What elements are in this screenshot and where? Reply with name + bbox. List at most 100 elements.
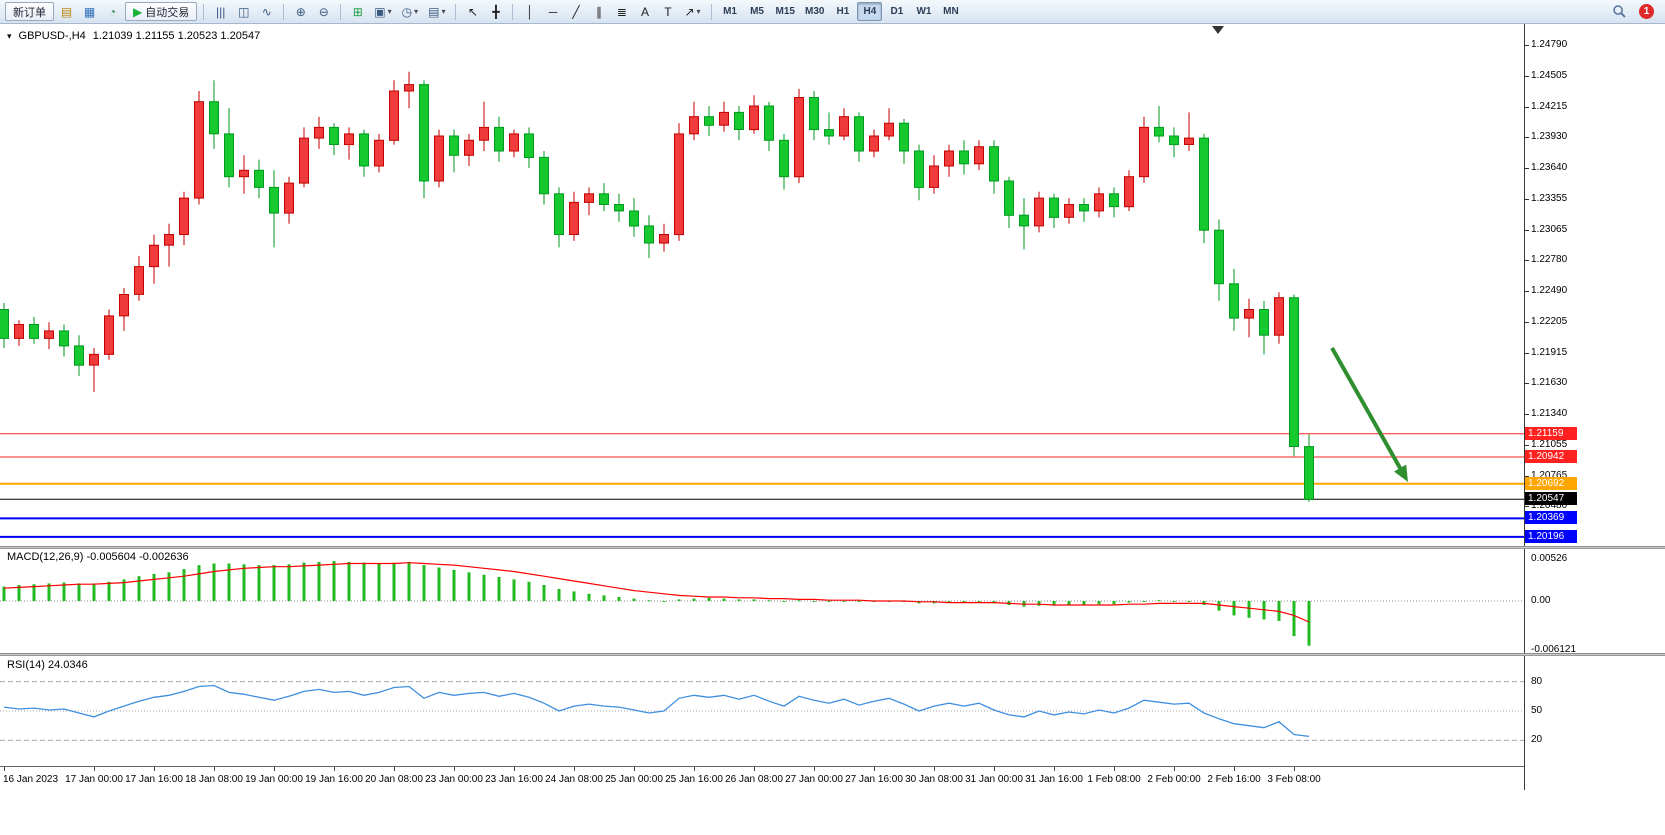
macd-histogram-bar — [767, 600, 771, 602]
time-axis[interactable]: 16 Jan 2023 17 Jan 00:00 17 Jan 16:00 18 Ja… — [0, 766, 1524, 791]
time-axis-label: 26 Jan 08:00 — [725, 774, 783, 785]
macd-histogram-bar — [1157, 600, 1161, 602]
one-click-trading-toggle[interactable]: ▾ — [7, 30, 12, 41]
price-axis-tick — [1525, 322, 1529, 323]
horizontal-line-icon[interactable]: ─ — [542, 2, 563, 21]
candle — [959, 140, 969, 175]
templates-icon: ▤ — [428, 4, 440, 19]
pane-splitter[interactable] — [0, 546, 1665, 549]
time-axis-tick — [634, 767, 635, 771]
fibonacci-icon[interactable]: ≣ — [611, 2, 632, 21]
time-axis-tick — [994, 767, 995, 771]
candle — [614, 193, 624, 222]
macd-canvas[interactable] — [0, 549, 1524, 653]
price-axis-label: 1.20765 — [1531, 470, 1568, 481]
time-axis-label: 23 Jan 16:00 — [485, 774, 543, 785]
time-axis-label: 19 Jan 00:00 — [245, 774, 303, 785]
rsi-canvas[interactable] — [0, 656, 1524, 766]
tile-windows-icon[interactable]: ⊞ — [347, 2, 368, 21]
timeframe-m30-button[interactable]: M30 — [804, 6, 825, 17]
candle — [14, 320, 24, 346]
candle — [899, 118, 909, 164]
channel-icon[interactable]: ∥ — [588, 2, 609, 21]
macd-histogram-bar — [437, 567, 441, 601]
macd-histogram-bar — [1247, 601, 1251, 618]
candlestick-chart-icon[interactable]: ◫ — [233, 2, 254, 21]
candle — [629, 198, 639, 237]
timeframe-m1-button[interactable]: M1 — [723, 6, 737, 17]
toolbar-separator — [283, 3, 285, 20]
candle — [854, 112, 864, 162]
text-icon[interactable]: A — [634, 2, 655, 21]
macd-histogram-bar — [587, 593, 591, 601]
zoom-out-icon[interactable]: ⊖ — [313, 2, 334, 21]
trendline-icon[interactable]: ╱ — [565, 2, 586, 21]
time-axis-tick — [934, 767, 935, 771]
time-axis-tick — [754, 767, 755, 771]
templates-icon[interactable]: ▤ ▾ — [424, 2, 449, 21]
shapes-icon[interactable]: ↗ ▾ — [680, 2, 704, 21]
time-axis-tick — [154, 767, 155, 771]
macd-indicator-pane[interactable] — [0, 549, 1524, 653]
bar-chart-icon[interactable]: ||| — [210, 2, 231, 21]
vertical-line-icon[interactable]: │ — [519, 2, 540, 21]
crosshair-icon[interactable]: ╋ — [485, 2, 506, 21]
time-axis-tick — [694, 767, 695, 771]
zoom-in-icon[interactable]: ⊕ — [290, 2, 311, 21]
macd-signal-line — [3, 562, 1310, 623]
auto-trading-button[interactable]: ▶ 自动交易 — [125, 2, 198, 21]
candle — [719, 101, 729, 132]
trend-arrow-annotation[interactable] — [1330, 347, 1408, 482]
candle — [44, 322, 54, 350]
price-chart-pane[interactable] — [0, 24, 1524, 546]
price-axis-label: 1.23355 — [1531, 193, 1568, 204]
candle — [374, 133, 384, 173]
candle — [944, 144, 954, 177]
timeframe-m15-button[interactable]: M15 — [775, 6, 795, 17]
candle — [329, 123, 339, 156]
time-axis-tick — [1174, 767, 1175, 771]
candle — [734, 106, 744, 141]
timeframe-m5-button[interactable]: M5 — [750, 6, 764, 17]
metaeditor-icon[interactable]: ▤ — [56, 2, 77, 21]
timeframe-w1-button[interactable]: W1 — [916, 6, 932, 17]
time-axis-tick — [214, 767, 215, 771]
candle — [764, 101, 774, 151]
pane-splitter[interactable] — [0, 653, 1665, 656]
macd-histogram-bar — [1052, 601, 1056, 606]
candle — [779, 133, 789, 190]
macd-histogram-bar — [332, 561, 336, 601]
market-watch-icon[interactable]: ▦ — [79, 2, 100, 21]
periods-icon[interactable]: ◷ ▾ — [398, 2, 423, 21]
candle — [1049, 193, 1059, 229]
chart-shift-marker[interactable] — [1212, 26, 1224, 34]
timeframe-d1-button[interactable]: D1 — [890, 6, 904, 17]
search-icon[interactable] — [1608, 2, 1631, 21]
rsi-indicator-pane[interactable] — [0, 656, 1524, 766]
time-axis-label: 27 Jan 00:00 — [785, 774, 843, 785]
price-chart-canvas[interactable] — [0, 24, 1524, 546]
price-axis[interactable]: 1.24790 1.24505 1.24215 1.23930 1.23640 1.233… — [1524, 24, 1665, 790]
timeframe-mn-button[interactable]: MN — [943, 6, 959, 17]
macd-histogram-bar — [272, 565, 276, 601]
macd-histogram-bar — [392, 562, 396, 601]
label-icon[interactable]: T — [657, 2, 678, 21]
new-order-button[interactable]: 新订单 — [5, 2, 54, 21]
time-axis-label: 25 Jan 16:00 — [665, 774, 723, 785]
cursor-icon[interactable]: ↖ — [462, 2, 483, 21]
candle — [674, 123, 684, 241]
symbol-period-label: GBPUSD-,H4 — [18, 30, 86, 42]
candle — [269, 170, 279, 248]
macd-histogram-bar — [362, 562, 366, 601]
data-window-icon[interactable]: ◔ — [102, 2, 123, 21]
macd-histogram-bar — [662, 601, 666, 602]
auto-trading-button-label: 自动交易 — [145, 6, 190, 19]
timeframe-h1-button[interactable]: H1 — [836, 6, 850, 17]
candle — [89, 348, 99, 392]
new-chart-icon[interactable]: ▣ ▾ — [370, 2, 395, 21]
line-chart-icon[interactable]: ∿ — [256, 2, 277, 21]
macd-histogram-bar — [62, 582, 66, 601]
notification-badge[interactable]: 1 — [1639, 4, 1654, 19]
timeframe-h4-button[interactable]: H4 — [857, 2, 883, 21]
candle — [749, 95, 759, 134]
